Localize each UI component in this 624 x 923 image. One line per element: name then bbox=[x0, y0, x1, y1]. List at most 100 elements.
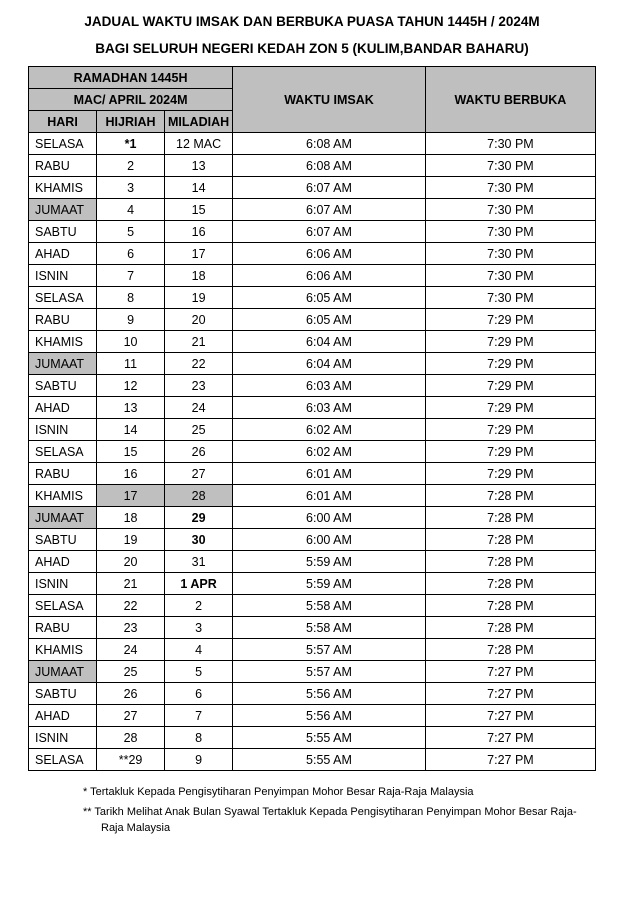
cell-hari: RABU bbox=[29, 617, 97, 639]
cell-miladiah: 24 bbox=[165, 397, 233, 419]
cell-miladiah: 19 bbox=[165, 287, 233, 309]
cell-miladiah: 6 bbox=[165, 683, 233, 705]
cell-hijriah: 4 bbox=[97, 199, 165, 221]
table-row: RABU16276:01 AM7:29 PM bbox=[29, 463, 596, 485]
table-row: AHAD2775:56 AM7:27 PM bbox=[29, 705, 596, 727]
table-row: ISNIN14256:02 AM7:29 PM bbox=[29, 419, 596, 441]
cell-hijriah: 6 bbox=[97, 243, 165, 265]
cell-berbuka: 7:27 PM bbox=[425, 661, 595, 683]
table-row: RABU2335:58 AM7:28 PM bbox=[29, 617, 596, 639]
cell-hijriah: 8 bbox=[97, 287, 165, 309]
cell-miladiah: 17 bbox=[165, 243, 233, 265]
cell-berbuka: 7:28 PM bbox=[425, 529, 595, 551]
cell-hari: AHAD bbox=[29, 705, 97, 727]
cell-hijriah: 10 bbox=[97, 331, 165, 353]
cell-hari: ISNIN bbox=[29, 727, 97, 749]
table-row: SELASA**2995:55 AM7:27 PM bbox=[29, 749, 596, 771]
cell-hijriah: 22 bbox=[97, 595, 165, 617]
cell-berbuka: 7:29 PM bbox=[425, 397, 595, 419]
cell-miladiah: 1 APR bbox=[165, 573, 233, 595]
cell-hari: RABU bbox=[29, 155, 97, 177]
cell-hijriah: 28 bbox=[97, 727, 165, 749]
footnote-2: ** Tarikh Melihat Anak Bulan Syawal Tert… bbox=[83, 805, 596, 837]
cell-hari: KHAMIS bbox=[29, 177, 97, 199]
cell-miladiah: 31 bbox=[165, 551, 233, 573]
cell-berbuka: 7:29 PM bbox=[425, 375, 595, 397]
cell-berbuka: 7:27 PM bbox=[425, 727, 595, 749]
table-row: KHAMIS3146:07 AM7:30 PM bbox=[29, 177, 596, 199]
cell-hari: SELASA bbox=[29, 749, 97, 771]
cell-hari: AHAD bbox=[29, 397, 97, 419]
cell-imsak: 5:56 AM bbox=[233, 683, 426, 705]
page-title-2: BAGI SELURUH NEGERI KEDAH ZON 5 (KULIM,B… bbox=[28, 41, 596, 56]
cell-berbuka: 7:29 PM bbox=[425, 419, 595, 441]
table-row: JUMAAT2555:57 AM7:27 PM bbox=[29, 661, 596, 683]
header-berbuka: WAKTU BERBUKA bbox=[425, 67, 595, 133]
cell-berbuka: 7:28 PM bbox=[425, 573, 595, 595]
cell-imsak: 6:04 AM bbox=[233, 331, 426, 353]
cell-hari: ISNIN bbox=[29, 265, 97, 287]
cell-imsak: 5:58 AM bbox=[233, 617, 426, 639]
cell-miladiah: 14 bbox=[165, 177, 233, 199]
table-row: AHAD20315:59 AM7:28 PM bbox=[29, 551, 596, 573]
cell-berbuka: 7:30 PM bbox=[425, 221, 595, 243]
cell-hijriah: 15 bbox=[97, 441, 165, 463]
cell-imsak: 6:07 AM bbox=[233, 221, 426, 243]
cell-hijriah: 23 bbox=[97, 617, 165, 639]
cell-hari: SELASA bbox=[29, 287, 97, 309]
table-row: ISNIN2885:55 AM7:27 PM bbox=[29, 727, 596, 749]
cell-miladiah: 18 bbox=[165, 265, 233, 287]
cell-hari: ISNIN bbox=[29, 419, 97, 441]
cell-hijriah: 5 bbox=[97, 221, 165, 243]
cell-hijriah: 9 bbox=[97, 309, 165, 331]
cell-imsak: 6:00 AM bbox=[233, 529, 426, 551]
cell-imsak: 6:06 AM bbox=[233, 265, 426, 287]
table-row: SELASA8196:05 AM7:30 PM bbox=[29, 287, 596, 309]
cell-miladiah: 20 bbox=[165, 309, 233, 331]
cell-miladiah: 7 bbox=[165, 705, 233, 727]
cell-hijriah: 18 bbox=[97, 507, 165, 529]
cell-berbuka: 7:30 PM bbox=[425, 265, 595, 287]
footnote-1: * Tertakluk Kepada Pengisytiharan Penyim… bbox=[83, 785, 596, 801]
cell-imsak: 5:55 AM bbox=[233, 727, 426, 749]
cell-imsak: 5:58 AM bbox=[233, 595, 426, 617]
cell-imsak: 6:01 AM bbox=[233, 485, 426, 507]
table-row: SELASA*112 MAC6:08 AM7:30 PM bbox=[29, 133, 596, 155]
table-row: JUMAAT18296:00 AM7:28 PM bbox=[29, 507, 596, 529]
table-row: ISNIN7186:06 AM7:30 PM bbox=[29, 265, 596, 287]
header-hijriah: HIJRIAH bbox=[97, 111, 165, 133]
cell-imsak: 6:05 AM bbox=[233, 309, 426, 331]
cell-berbuka: 7:30 PM bbox=[425, 243, 595, 265]
cell-miladiah: 9 bbox=[165, 749, 233, 771]
header-hari: HARI bbox=[29, 111, 97, 133]
cell-hijriah: **29 bbox=[97, 749, 165, 771]
cell-berbuka: 7:28 PM bbox=[425, 639, 595, 661]
cell-berbuka: 7:28 PM bbox=[425, 595, 595, 617]
cell-hari: SABTU bbox=[29, 221, 97, 243]
table-row: KHAMIS10216:04 AM7:29 PM bbox=[29, 331, 596, 353]
cell-hari: JUMAAT bbox=[29, 507, 97, 529]
cell-berbuka: 7:28 PM bbox=[425, 617, 595, 639]
cell-hari: RABU bbox=[29, 463, 97, 485]
table-row: SABTU5166:07 AM7:30 PM bbox=[29, 221, 596, 243]
cell-hari: KHAMIS bbox=[29, 485, 97, 507]
cell-miladiah: 28 bbox=[165, 485, 233, 507]
cell-hijriah: 24 bbox=[97, 639, 165, 661]
cell-miladiah: 27 bbox=[165, 463, 233, 485]
cell-berbuka: 7:28 PM bbox=[425, 507, 595, 529]
cell-miladiah: 29 bbox=[165, 507, 233, 529]
cell-hijriah: 11 bbox=[97, 353, 165, 375]
cell-berbuka: 7:29 PM bbox=[425, 309, 595, 331]
cell-imsak: 6:05 AM bbox=[233, 287, 426, 309]
cell-imsak: 5:55 AM bbox=[233, 749, 426, 771]
cell-hijriah: 26 bbox=[97, 683, 165, 705]
header-imsak: WAKTU IMSAK bbox=[233, 67, 426, 133]
table-row: AHAD13246:03 AM7:29 PM bbox=[29, 397, 596, 419]
cell-hijriah: 19 bbox=[97, 529, 165, 551]
table-row: RABU9206:05 AM7:29 PM bbox=[29, 309, 596, 331]
table-row: JUMAAT11226:04 AM7:29 PM bbox=[29, 353, 596, 375]
header-month: MAC/ APRIL 2024M bbox=[29, 89, 233, 111]
cell-berbuka: 7:29 PM bbox=[425, 441, 595, 463]
cell-imsak: 6:08 AM bbox=[233, 155, 426, 177]
cell-imsak: 6:07 AM bbox=[233, 177, 426, 199]
